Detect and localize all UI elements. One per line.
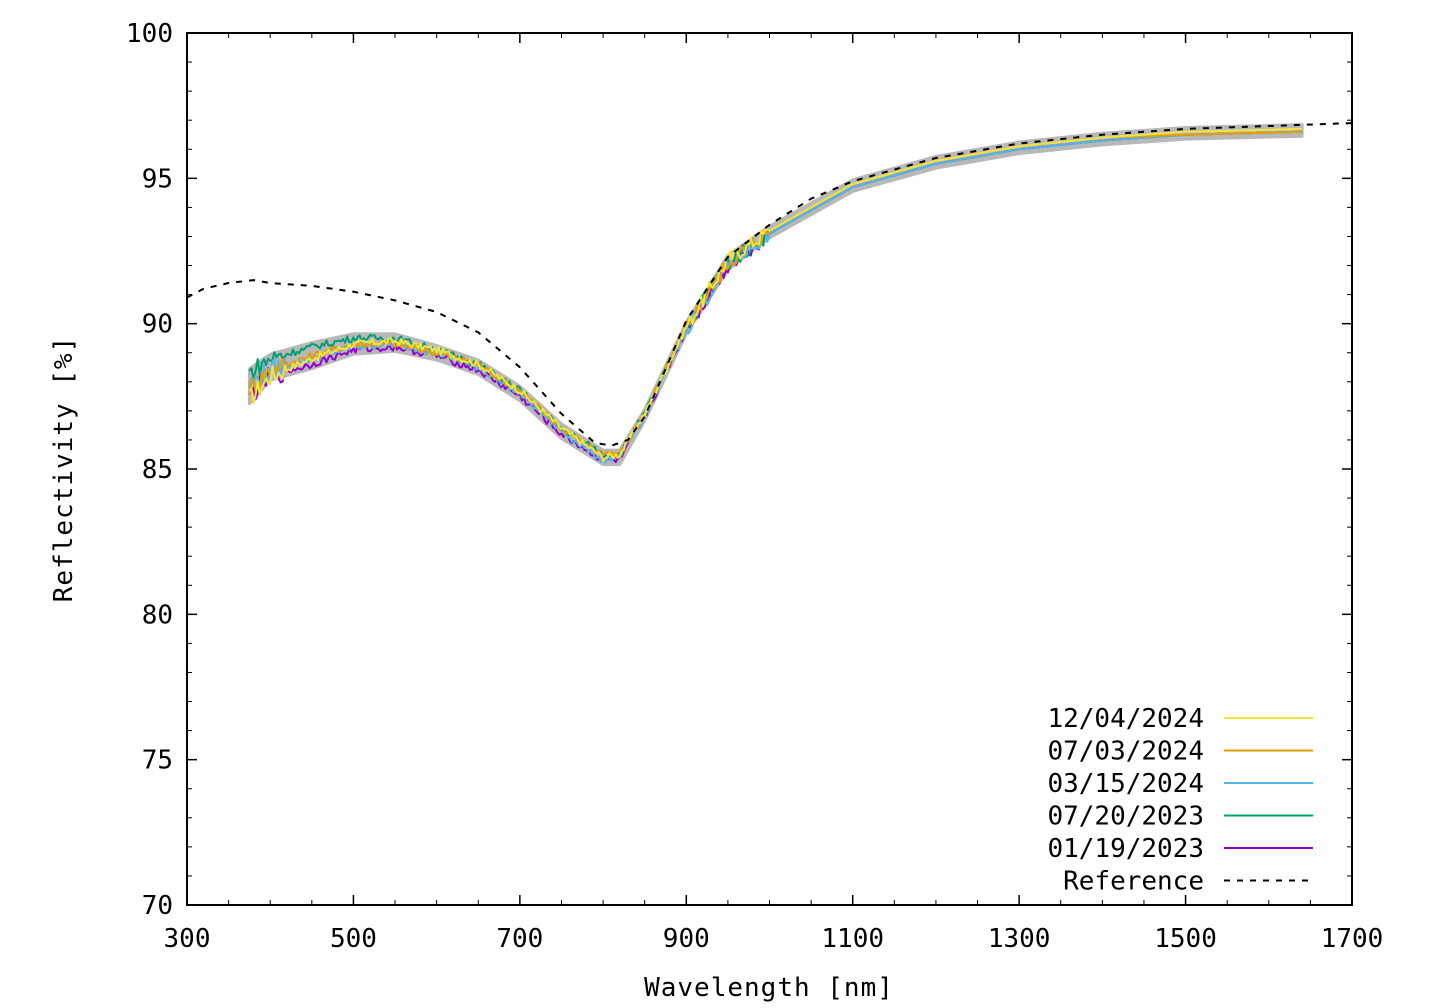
y-tick-label: 85 [142, 455, 173, 485]
plot-frame [186, 32, 1353, 906]
y-tick-label: 70 [142, 891, 173, 921]
series-line-03-15-2024 [248, 130, 1303, 464]
legend-label: 01/19/2023 [1047, 834, 1204, 864]
ticks-layer: 300 500 700 900 1100 1300 1500 1700 70 75 80 85 90 95… [126, 19, 1383, 954]
x-tick-label: 500 [330, 924, 377, 954]
legend-label: 07/20/2023 [1047, 802, 1204, 832]
series-line-07-03-2024 [248, 130, 1303, 457]
y-tick-label: 80 [142, 600, 173, 630]
legend-label: 12/04/2024 [1047, 704, 1204, 734]
series-line-07-20-2023 [248, 130, 1303, 459]
x-tick-label: 900 [663, 924, 710, 954]
y-tick-label: 100 [126, 19, 173, 49]
series-line-reference [186, 122, 1353, 447]
series-line-01-19-2023 [248, 130, 1303, 464]
x-tick-label: 700 [496, 924, 543, 954]
x-tick-label: 1100 [821, 924, 884, 954]
y-tick-label: 75 [142, 746, 173, 776]
x-tick-label: 300 [164, 924, 211, 954]
x-axis-title: Wavelength [nm] [644, 973, 894, 1003]
legend: 12/04/202407/03/202403/15/202407/20/2023… [1047, 704, 1313, 897]
y-axis-title: Reflectivity [%] [49, 336, 79, 602]
spread-band-shape [247, 123, 1304, 467]
series-line-12-04-2024 [248, 127, 1303, 462]
legend-label: Reference [1063, 867, 1204, 897]
legend-label: 03/15/2024 [1047, 769, 1204, 799]
legend-label: 07/03/2024 [1047, 737, 1204, 767]
x-tick-label: 1300 [988, 924, 1051, 954]
x-tick-label: 1700 [1321, 924, 1384, 954]
series-layer [186, 122, 1353, 464]
y-tick-label: 95 [142, 164, 173, 194]
measurement-spread-band [247, 123, 1304, 467]
x-tick-label: 1500 [1154, 924, 1217, 954]
y-tick-label: 90 [142, 310, 173, 340]
